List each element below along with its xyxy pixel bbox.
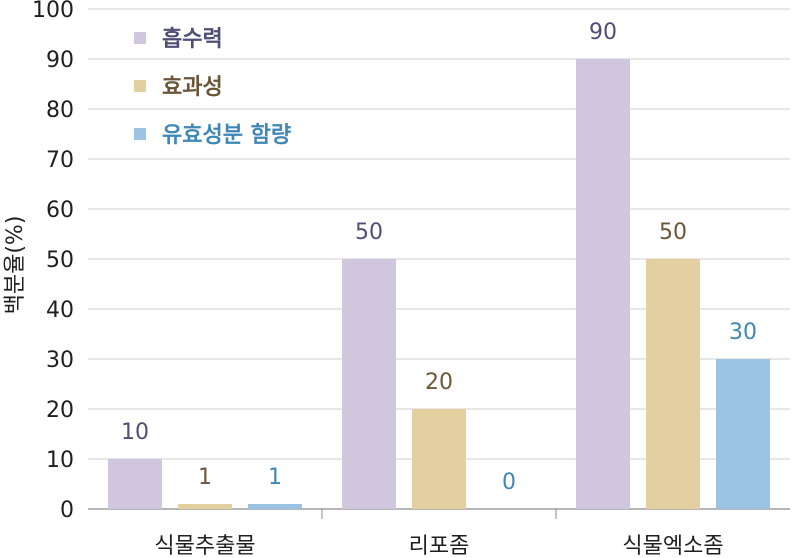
legend-swatch [134, 80, 146, 92]
data-label: 30 [729, 320, 757, 345]
y-tick-label: 60 [46, 198, 74, 223]
x-axis: 식물추출물 리포좀 식물엑소좀 [154, 509, 724, 558]
gridlines [88, 8, 790, 510]
data-label: 0 [502, 470, 516, 495]
legend-label: 유효성분 함량 [162, 123, 291, 148]
data-label: 50 [659, 220, 687, 245]
y-tick-label: 40 [46, 298, 74, 323]
data-label: 1 [268, 465, 282, 490]
y-axis-ticks: 0 10 20 30 40 50 60 70 80 90 100 [32, 0, 74, 523]
bar [178, 504, 232, 509]
bar [412, 409, 466, 509]
legend-label: 흡수력 [162, 27, 223, 52]
bar [342, 259, 396, 509]
bar [248, 504, 302, 509]
y-tick-label: 0 [60, 498, 74, 523]
bar [108, 459, 162, 509]
data-label: 20 [425, 370, 453, 395]
bar [716, 359, 770, 509]
x-category-label: 식물추출물 [154, 534, 255, 558]
y-tick-label: 90 [46, 48, 74, 73]
data-label: 10 [121, 420, 149, 445]
y-tick-label: 100 [32, 0, 74, 23]
y-tick-label: 30 [46, 348, 74, 373]
bar [576, 59, 630, 509]
legend-swatch [134, 128, 146, 140]
legend-label: 효과성 [162, 75, 223, 100]
y-tick-label: 80 [46, 98, 74, 123]
bar [646, 259, 700, 509]
x-category-label: 리포좀 [409, 534, 470, 558]
x-category-label: 식물엑소좀 [622, 534, 723, 558]
data-label: 50 [355, 220, 383, 245]
data-label: 1 [198, 465, 212, 490]
data-label: 90 [589, 20, 617, 45]
data-labels: 10 1 1 50 20 0 90 50 30 [121, 20, 757, 495]
y-tick-label: 10 [46, 448, 74, 473]
y-axis-label: 백분율(%) [3, 216, 28, 315]
y-tick-label: 70 [46, 148, 74, 173]
bars [108, 59, 770, 509]
legend-swatch [134, 32, 146, 44]
y-tick-label: 50 [46, 248, 74, 273]
y-tick-label: 20 [46, 398, 74, 423]
